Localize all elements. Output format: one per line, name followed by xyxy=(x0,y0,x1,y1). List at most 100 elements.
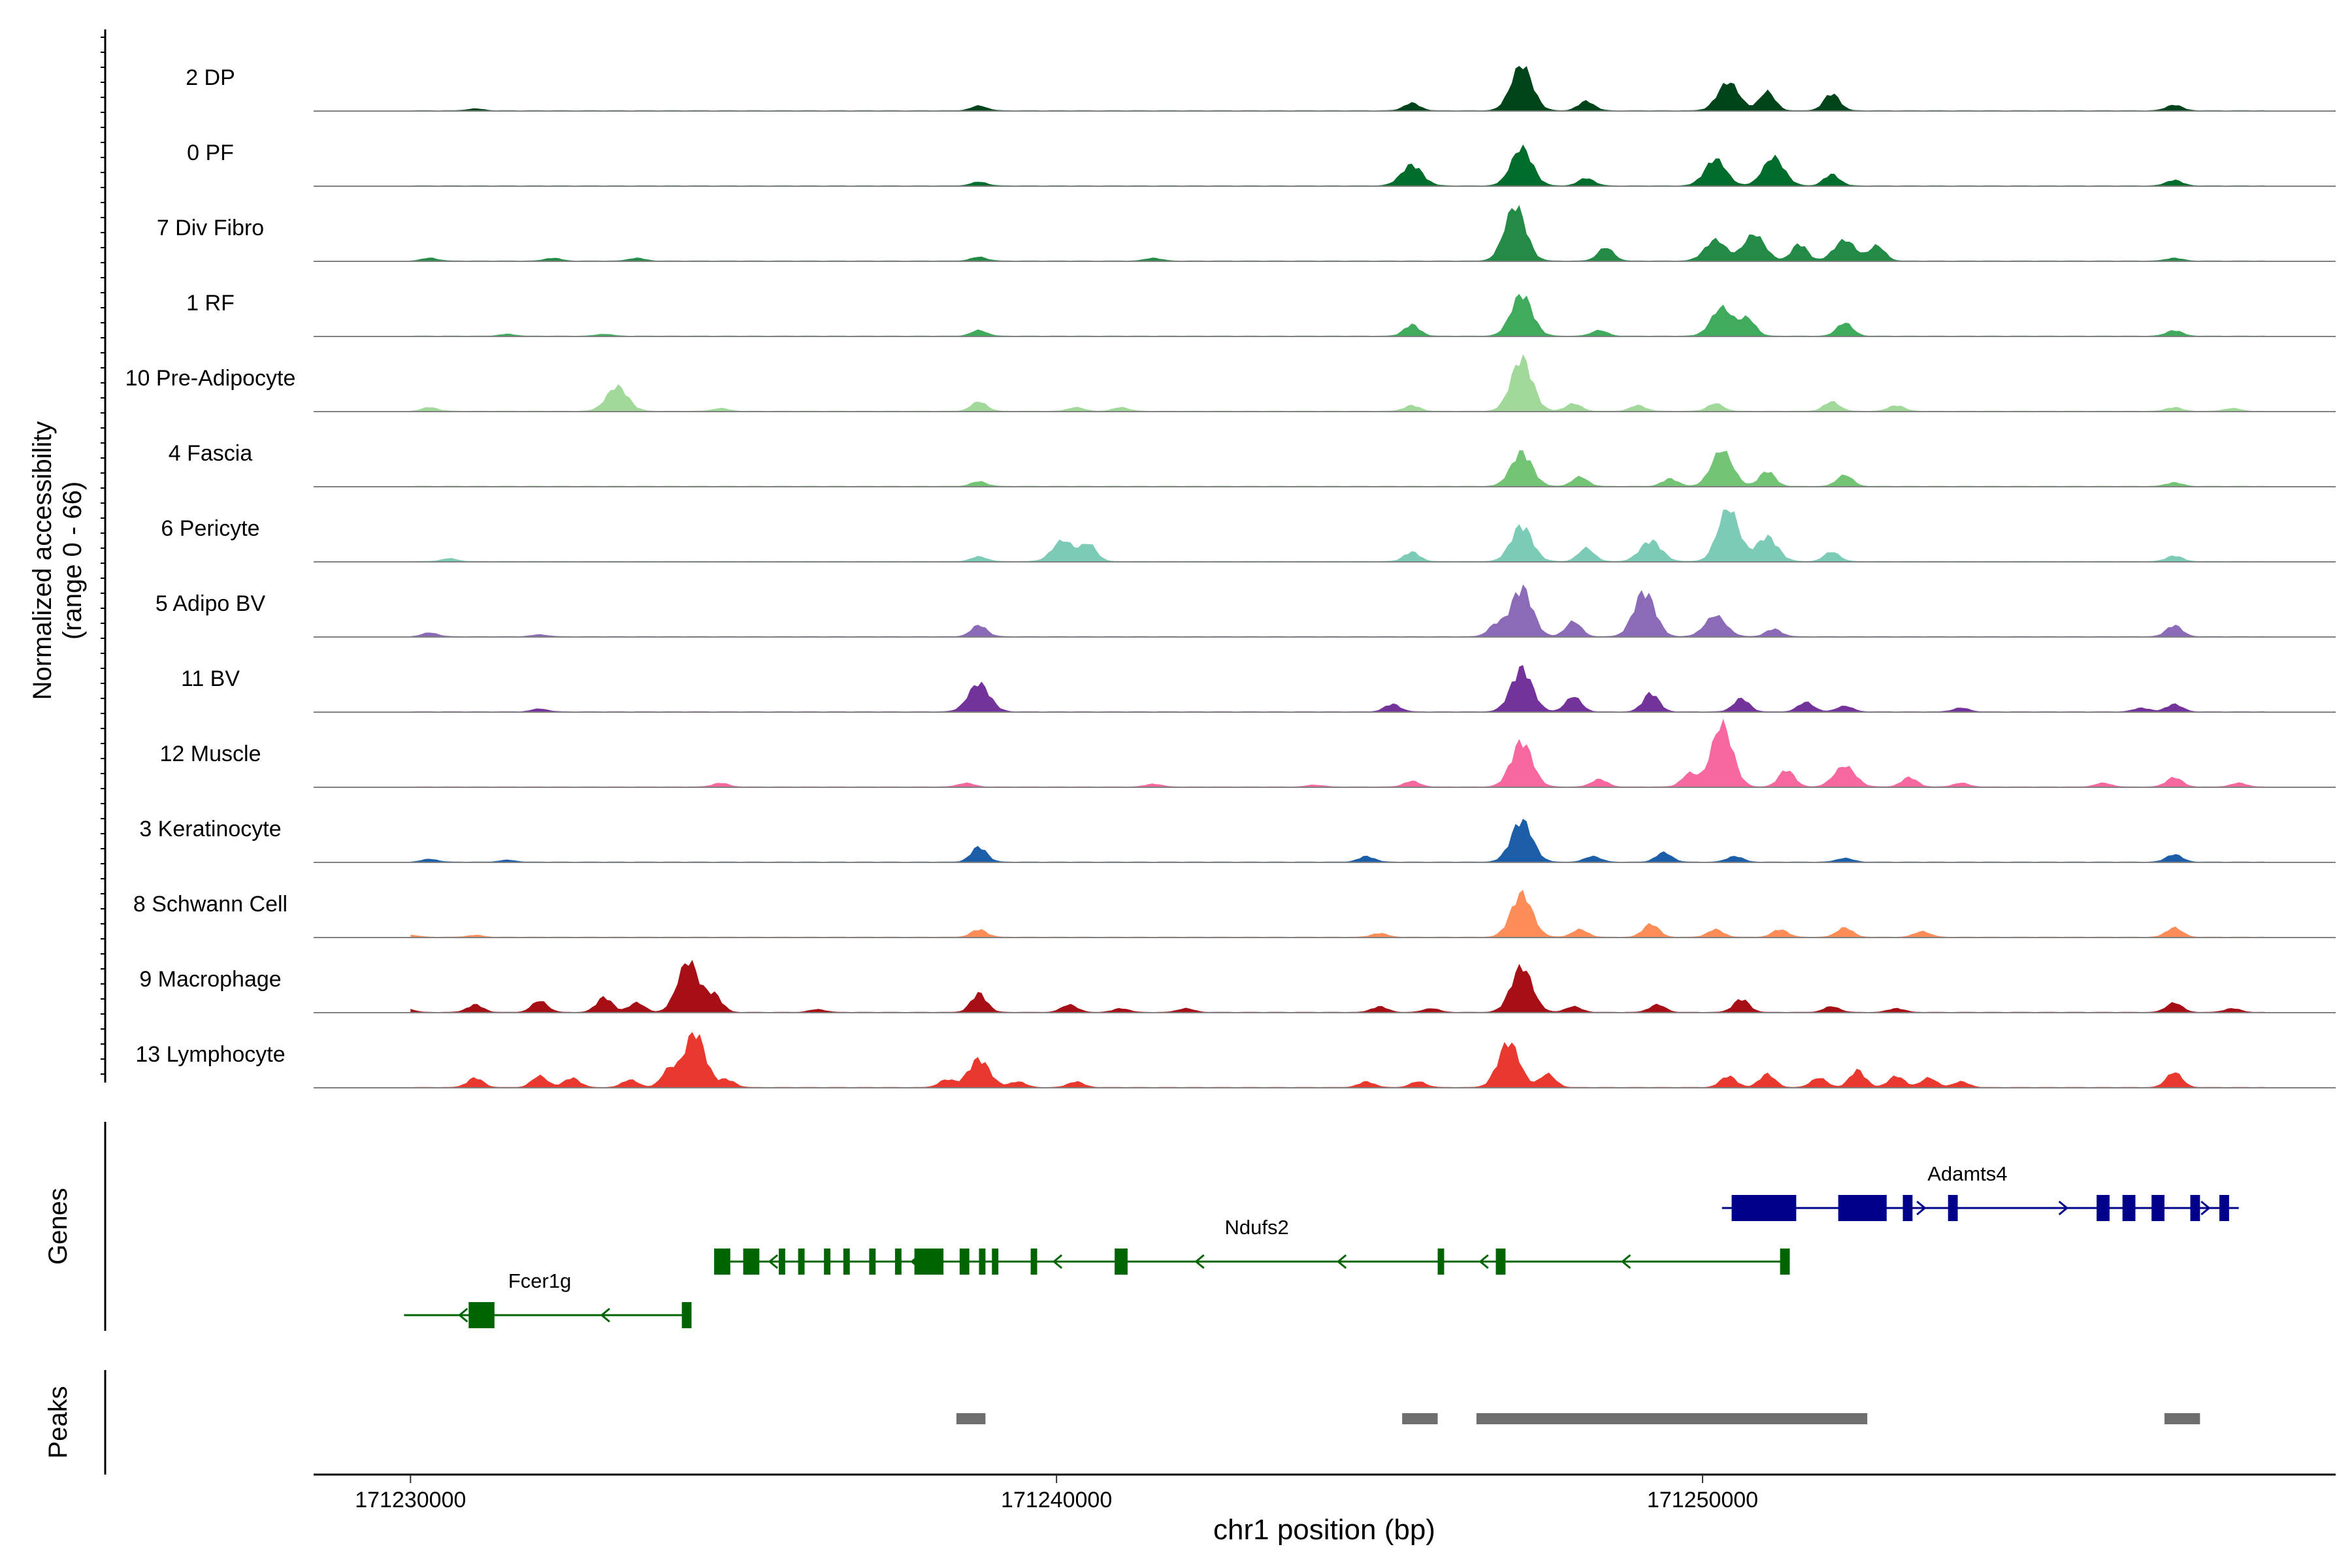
track: 12 Muscle xyxy=(160,719,2336,788)
gene-exon xyxy=(2151,1195,2164,1221)
x-axis-title: chr1 position (bp) xyxy=(1213,1514,1435,1546)
track-label: 0 PF xyxy=(187,140,234,165)
track: 9 Macrophage xyxy=(139,960,2336,1013)
strand-arrow xyxy=(2058,1200,2069,1216)
gene-exon xyxy=(714,1249,730,1275)
strand-arrow xyxy=(1620,1254,1631,1269)
track: 0 PF xyxy=(187,140,2336,187)
track: 6 Pericyte xyxy=(161,510,2336,563)
strand-arrow xyxy=(458,1307,468,1323)
track-label: 6 Pericyte xyxy=(161,516,259,541)
track: 10 Pre-Adipocyte xyxy=(125,354,2336,412)
track-coverage-area xyxy=(410,960,2265,1013)
track-label: 4 Fascia xyxy=(169,441,253,466)
gene-exon xyxy=(979,1249,986,1275)
track-label: 12 Muscle xyxy=(160,742,261,766)
y-axis-ticks xyxy=(101,37,105,1075)
gene-exon xyxy=(1903,1195,1913,1221)
gene-exon xyxy=(1437,1249,1445,1275)
track-coverage-area xyxy=(410,819,2265,862)
track-label: 13 Lymphocyte xyxy=(135,1042,285,1067)
gene-exon xyxy=(959,1249,970,1275)
x-tick-label: 171240000 xyxy=(1001,1488,1112,1512)
track-label: 2 DP xyxy=(186,65,235,90)
track-coverage-area xyxy=(410,293,2265,336)
gene-exon xyxy=(843,1249,850,1275)
gene-exon xyxy=(1838,1195,1887,1221)
gene-label: Adamts4 xyxy=(1927,1162,2007,1185)
track-label: 11 BV xyxy=(181,666,240,691)
track-label: 1 RF xyxy=(186,291,235,316)
gene-model: Adamts4 xyxy=(1722,1162,2239,1221)
gene-exon xyxy=(824,1249,831,1275)
gene-exon xyxy=(2190,1195,2200,1221)
track-label: 7 Div Fibro xyxy=(157,216,264,240)
gene-exon xyxy=(894,1249,902,1275)
gene-exon xyxy=(1030,1249,1037,1275)
gene-exon xyxy=(1115,1249,1128,1275)
peaks-panel-label: Peaks xyxy=(44,1386,73,1458)
gene-exon xyxy=(778,1249,785,1275)
track: 8 Schwann Cell xyxy=(133,890,2336,938)
peak-region xyxy=(1476,1413,1868,1424)
track: 1 RF xyxy=(186,291,2336,337)
gene-exon xyxy=(2219,1195,2229,1221)
gene-exon xyxy=(869,1249,876,1275)
track: 13 Lymphocyte xyxy=(135,1032,2336,1088)
gene-exon xyxy=(798,1249,805,1275)
x-tick-label: 171230000 xyxy=(355,1488,466,1512)
gene-label: Fcer1g xyxy=(508,1269,571,1292)
track-coverage-area xyxy=(410,510,2265,562)
gene-exon xyxy=(1731,1195,1797,1221)
gene-exon xyxy=(743,1249,760,1275)
track-coverage-area xyxy=(410,584,2265,637)
x-axis: 171230000 171240000 171250000 chr1 positio… xyxy=(314,1473,2336,1546)
y-axis-title: Normalized accessibility xyxy=(28,421,57,700)
gene-exon xyxy=(681,1302,692,1328)
gene-exon xyxy=(1948,1195,1958,1221)
gene-exon xyxy=(468,1302,495,1328)
track-coverage-area xyxy=(410,450,2265,487)
gene-label: Ndufs2 xyxy=(1225,1216,1289,1239)
peak-region xyxy=(956,1413,986,1424)
gene-exon xyxy=(992,1249,999,1275)
track-label: 3 Keratinocyte xyxy=(139,817,281,841)
track-coverage-area xyxy=(410,719,2265,787)
y-axis-range-label: (range 0 - 66) xyxy=(58,482,87,640)
strand-arrow xyxy=(1478,1254,1489,1269)
gene-exon xyxy=(2122,1195,2136,1221)
peak-region xyxy=(1402,1413,1438,1424)
strand-arrow xyxy=(1194,1254,1205,1269)
track-coverage-area xyxy=(410,144,2265,186)
track-coverage-area xyxy=(410,665,2265,712)
strand-arrow xyxy=(1336,1254,1347,1269)
strand-arrow xyxy=(600,1307,610,1323)
track: 7 Div Fibro xyxy=(157,204,2336,262)
track: 4 Fascia xyxy=(169,441,2336,487)
accessibility-tracks: 2 DP 0 PF 7 Div Fibro 1 RF 10 Pre-Adipocyte 4… xyxy=(125,65,2336,1088)
strand-arrow xyxy=(1916,1200,1927,1216)
track: 2 DP xyxy=(186,65,2336,112)
gene-model: Ndufs2 xyxy=(714,1216,1790,1275)
peak-region xyxy=(2164,1413,2200,1424)
x-tick-label: 171250000 xyxy=(1647,1488,1758,1512)
gene-exon xyxy=(1780,1249,1790,1275)
track: 11 BV xyxy=(181,665,2336,713)
genes-panel-label: Genes xyxy=(44,1188,73,1265)
genes-panel: Genes Fcer1g Ndufs2 Adamts4 xyxy=(44,1122,2239,1331)
track-label: 9 Macrophage xyxy=(139,967,281,992)
gene-exon xyxy=(914,1249,944,1275)
track: 3 Keratinocyte xyxy=(139,817,2336,863)
track-coverage-area xyxy=(410,65,2265,111)
gene-model: Fcer1g xyxy=(404,1269,692,1328)
y-axis-accessibility: Normalized accessibility (range 0 - 66) xyxy=(28,29,106,1083)
track: 5 Adipo BV xyxy=(155,584,2336,638)
gene-exon xyxy=(2097,1195,2110,1221)
peaks-panel: Peaks xyxy=(44,1370,2200,1475)
track-coverage-area xyxy=(410,890,2265,938)
strand-arrow xyxy=(2200,1200,2211,1216)
track-label: 8 Schwann Cell xyxy=(133,892,287,917)
track-label: 10 Pre-Adipocyte xyxy=(125,366,296,391)
strand-arrow xyxy=(1052,1254,1063,1269)
